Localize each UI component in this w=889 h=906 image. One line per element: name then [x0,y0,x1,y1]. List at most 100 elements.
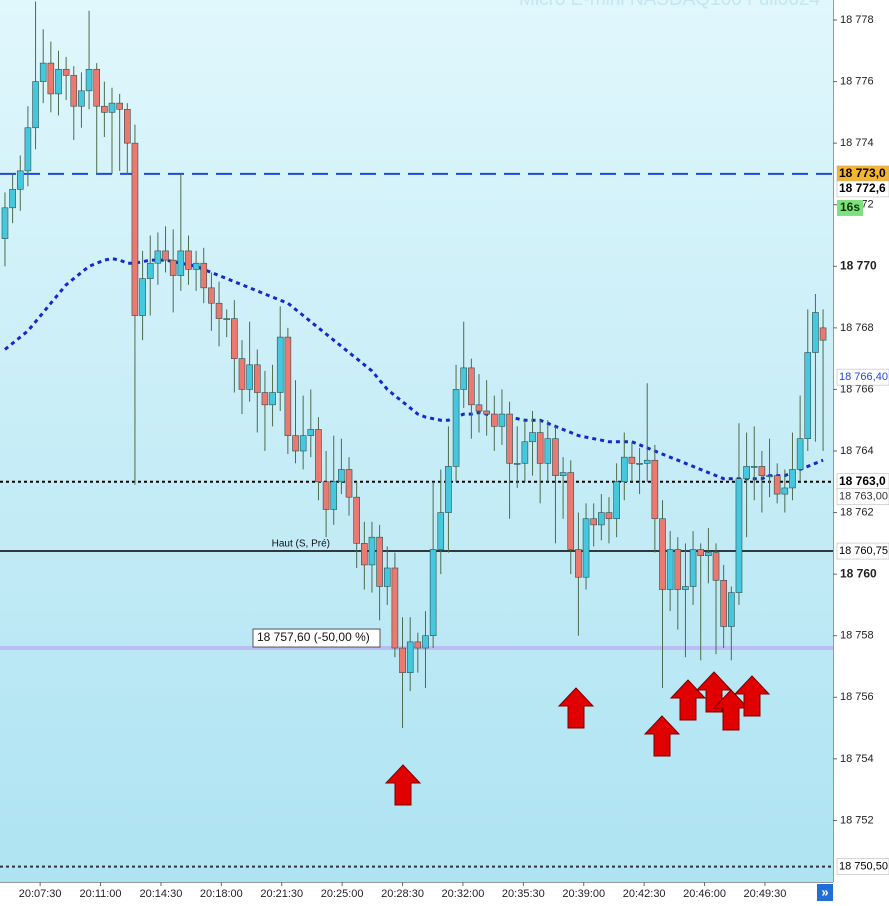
candle-body [422,635,429,649]
candle-body [552,438,559,476]
candle-body [376,536,383,587]
candle-body [276,336,284,393]
candle-body [689,549,697,587]
up-arrow [384,764,422,806]
candle-body [582,518,590,578]
candle-body [490,413,498,427]
candle-body [108,102,116,113]
candle-body [643,459,651,464]
candle-body [620,456,628,483]
candle-body [55,68,62,95]
candle-body [139,278,146,316]
candle-body [169,259,177,276]
candle-body [506,413,513,464]
candle-body [284,336,292,436]
candle-body [651,459,659,520]
up-arrow [643,715,681,757]
candle-body [529,432,536,443]
candle-body [208,287,215,304]
price-axis-background [833,0,889,901]
x-tick-label: 20:39:00 [562,888,605,900]
candle-body [819,327,827,341]
chart-title: Micro E-mini NASDAQ100 Full0624 [519,0,820,10]
candle-body [315,429,322,483]
y-tick-label: 18 776 [840,75,874,87]
candle-body [93,68,101,107]
candle-body [238,358,246,390]
candle-body [24,127,32,172]
candle-body [299,435,307,452]
candle-body [307,429,315,436]
up-arrow [733,675,771,717]
y-tick-label: 18 762 [840,506,874,518]
scroll-icon[interactable]: » [821,884,828,899]
candle-body [292,435,299,452]
candle-body [613,481,620,520]
y-tick-label: 18 756 [840,691,874,703]
y-tick-label: 18 758 [840,630,874,642]
candle-body [353,496,360,544]
timer: 16s [840,200,860,214]
y-tick-label: 18 770 [840,258,877,272]
candle-body [590,518,597,526]
candle-body [399,647,406,673]
candle-body [368,536,376,566]
y-tick-label: 18 768 [840,322,874,334]
candle-body [330,481,338,510]
x-tick-label: 20:18:00 [200,888,243,900]
price-tag-box [836,858,889,875]
candle-body [475,404,483,412]
y-tick-label: 18 766 [840,383,874,395]
candle-body [720,580,727,627]
price-tag: 18 750,50 [839,861,888,873]
candle-body [452,389,460,467]
candle-body [728,592,735,627]
candle-body [32,81,39,129]
price-tag: 18 760,75 [839,545,888,557]
candle-body [39,62,47,82]
candle-body [712,552,720,581]
candle-body [758,466,766,476]
candle-body [223,318,230,320]
candle-body [445,466,452,513]
plot-background [0,0,833,882]
candle-body [200,262,208,289]
candle-body [659,518,666,590]
y-tick-label: 18 764 [840,445,874,457]
price-tag-box [836,368,889,386]
candle-body [269,392,276,406]
candle-body [101,105,108,113]
candle-body [9,189,16,209]
candle-body [162,250,169,261]
x-tick-label: 20:14:30 [140,888,183,900]
candle-body [1,207,9,239]
candle-body [796,438,804,470]
candle-body [735,478,743,593]
moving-average [4,257,824,481]
candle-body [429,549,437,637]
candle-body [789,469,796,489]
up-arrow [695,671,733,713]
scroll-button[interactable] [817,884,833,901]
x-tick-label: 20:07:30 [19,888,62,900]
y-tick-label: 18 754 [840,753,874,765]
x-tick-label: 20:11:00 [80,888,122,900]
candle-body [62,68,70,76]
candle-body [154,250,162,264]
candle-body [781,487,789,495]
x-tick-label: 20:32:00 [442,888,485,900]
y-tick-label: 18 760 [840,566,877,580]
candle-body [177,250,185,276]
signal-arrows [384,671,771,806]
candle-body [246,364,253,390]
candle-body [773,475,781,495]
candle-body [231,318,238,359]
candle-body [544,438,552,464]
candle-body [391,567,399,649]
candle-body [185,250,192,270]
candle-body [70,75,78,107]
y-tick-label: 18 752 [840,814,874,826]
x-tick-label: 20:42:30 [623,888,666,900]
x-tick-label: 20:28:30 [381,888,424,900]
candle-body [804,352,812,439]
